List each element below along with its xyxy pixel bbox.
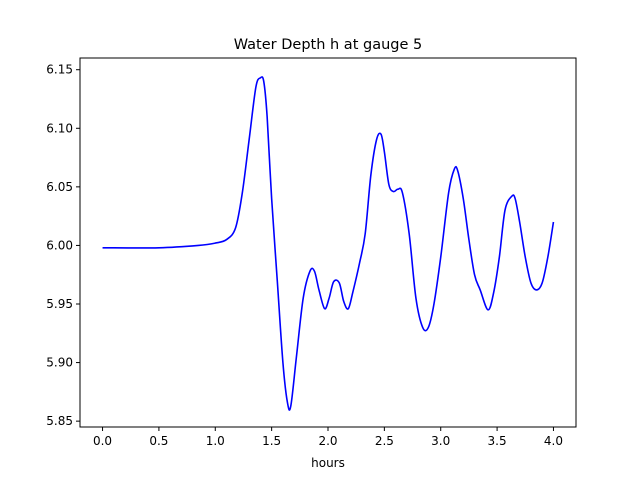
x-tick-label: 1.5 (262, 434, 281, 448)
y-tick-label: 6.15 (46, 63, 73, 77)
y-tick-label: 5.90 (46, 356, 73, 370)
x-tick-label: 2.0 (318, 434, 337, 448)
x-tick-label: 3.0 (431, 434, 450, 448)
x-tick-label: 4.0 (544, 434, 563, 448)
x-tick-label: 1.0 (206, 434, 225, 448)
y-tick-label: 5.85 (46, 414, 73, 428)
series-line (102, 76, 555, 411)
axis-ticks: 0.0 0.5 1.0 1.5 2.0 2.5 3.0 3.5 4.0 5.85 5.90 5.95 6… (46, 63, 563, 448)
x-tick-label: 0.0 (93, 434, 112, 448)
x-tick-label: 2.5 (375, 434, 394, 448)
y-tick-label: 6.00 (46, 238, 73, 252)
y-tick-label: 5.95 (46, 297, 73, 311)
plot-frame (79, 57, 577, 428)
x-tick-label: 3.5 (488, 434, 507, 448)
y-tick-label: 6.10 (46, 121, 73, 135)
plot-area (80, 58, 576, 427)
y-tick-label: 6.05 (46, 180, 73, 194)
x-tick-label: 0.5 (149, 434, 168, 448)
chart-title: Water Depth h at gauge 5 (234, 37, 422, 53)
x-axis-label: hours (311, 456, 345, 470)
